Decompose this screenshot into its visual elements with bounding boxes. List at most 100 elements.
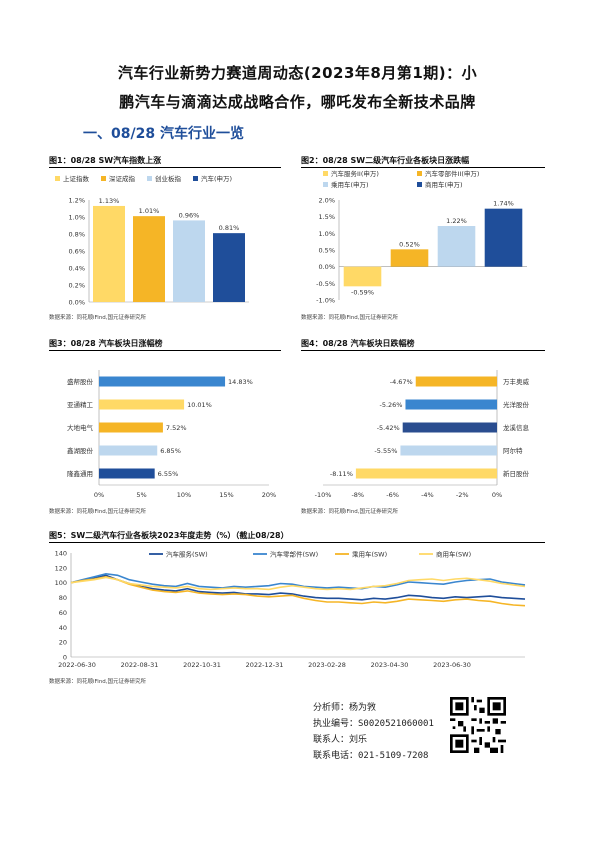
- data-label: -8.11%: [330, 470, 353, 478]
- bar: [99, 376, 226, 387]
- x-tick-label: -10%: [315, 491, 332, 499]
- fig2-title: 图2：08/28 SW二级汽车行业各板块日涨跌幅: [301, 156, 470, 165]
- data-label: -4.67%: [390, 378, 413, 386]
- contact-person: 联系人：刘乐: [313, 735, 368, 745]
- y-tick-label: 0.4%: [68, 265, 85, 273]
- x-tick-label: -4%: [421, 491, 434, 499]
- data-label: -5.26%: [379, 401, 402, 409]
- fig3-source: 数据来源：同花顺iFind,国元证券研究所: [49, 509, 147, 515]
- category-label: 龙溪信息: [503, 423, 530, 432]
- x-tick-label: -2%: [456, 491, 469, 499]
- y-tick-label: 0.2%: [68, 282, 85, 290]
- legend-swatch: [147, 176, 152, 181]
- data-label: 6.85%: [160, 447, 181, 455]
- series-line: [70, 572, 526, 590]
- bar: [484, 208, 523, 267]
- bar: [213, 233, 245, 302]
- category-label: 亚通精工: [67, 400, 94, 409]
- bar: [173, 220, 205, 302]
- fig5-title: 图5：SW二级汽车行业各板块2023年度走势（%）（截止08/28）: [49, 531, 289, 540]
- legend-label: 汽车服务II(申万): [331, 170, 379, 178]
- y-tick-label: 1.0%: [318, 230, 335, 238]
- category-label: 阿尔特: [503, 446, 523, 455]
- fig4-source: 数据来源：同花顺iFind,国元证券研究所: [301, 509, 399, 515]
- x-tick-label: 2022-08-31: [121, 661, 159, 669]
- legend-swatch: [55, 176, 60, 181]
- legend-swatch: [417, 171, 422, 176]
- legend-swatch: [323, 182, 328, 187]
- report-title-line2: 鹏汽车与滴滴达成战略合作，哪吒发布全新技术品牌: [119, 93, 476, 111]
- series-line: [70, 576, 526, 591]
- data-label: 10.01%: [187, 401, 212, 409]
- data-label: -5.55%: [374, 447, 397, 455]
- y-tick-label: 20: [59, 639, 67, 647]
- qr-code-icon: [450, 697, 506, 753]
- bar: [343, 266, 382, 287]
- x-tick-label: 0%: [492, 491, 502, 499]
- y-tick-label: 0.0%: [68, 299, 85, 307]
- x-tick-label: 15%: [219, 491, 233, 499]
- fig4-chart: -10% -8% -6% -4% -2% 0% -4.67% 万丰奥威 -5.26% 光洋股份 -5…: [315, 370, 530, 499]
- data-label: 0.52%: [399, 240, 420, 248]
- x-tick-label: 2022-12-31: [246, 661, 284, 669]
- legend-label: 汽车服务(SW): [166, 550, 208, 559]
- x-tick-label: 10%: [177, 491, 191, 499]
- y-tick-label: 100: [55, 579, 67, 587]
- y-tick-label: 0: [63, 654, 67, 662]
- x-tick-label: 20%: [262, 491, 276, 499]
- fig1-source: 数据来源：同花顺iFind,国元证券研究所: [49, 315, 147, 321]
- data-label: 6.55%: [158, 470, 179, 478]
- data-label: -5.42%: [377, 424, 400, 432]
- section-heading: 一、08/28 汽车行业一览: [83, 126, 244, 142]
- category-label: 鑫湖股份: [67, 446, 94, 455]
- legend-label: 深证成指: [109, 174, 136, 183]
- y-tick-label: 0.8%: [68, 231, 85, 239]
- category-label: 盛帮股份: [67, 377, 94, 386]
- report-title-line1: 汽车行业新势力赛道周动态(2023年8月第1期)：小: [117, 64, 478, 82]
- contact-phone: 联系电话：021-5109-7208: [313, 751, 429, 761]
- y-tick-label: 60: [59, 609, 67, 617]
- legend-label: 创业板指: [155, 174, 182, 183]
- legend-label: 汽车零部件II(申万): [425, 170, 479, 178]
- data-label: 1.01%: [139, 207, 160, 215]
- data-label: 0.81%: [219, 224, 240, 232]
- legend-swatch: [417, 182, 422, 187]
- category-label: 光洋股份: [503, 400, 530, 409]
- x-tick-label: 2022-06-30: [58, 661, 96, 669]
- x-tick-label: 2022-10-31: [183, 661, 221, 669]
- series-line: [70, 575, 526, 607]
- y-tick-label: -0.5%: [316, 280, 335, 288]
- legend-label: 商用车(申万): [425, 180, 463, 189]
- series-line: [70, 574, 526, 601]
- legend-swatch: [193, 176, 198, 181]
- x-tick-label: -6%: [386, 491, 399, 499]
- y-tick-label: 120: [55, 564, 67, 572]
- fig4-title: 图4：08/28 汽车板块日跌幅榜: [301, 339, 415, 348]
- x-tick-label: 0%: [94, 491, 104, 499]
- analyst-cert: 执业编号：S0020521060001: [313, 719, 434, 729]
- fig5-source: 数据来源：同花顺iFind,国元证券研究所: [49, 679, 147, 685]
- fig3-rule: [49, 350, 281, 351]
- y-tick-label: 1.2%: [68, 197, 85, 205]
- legend-label: 乘用车(申万): [331, 180, 369, 189]
- fig3-chart: 0% 5% 10% 15% 20% 14.83% 盛帮股份 10.01% 亚通精工 7.52% 大地…: [67, 370, 276, 499]
- bar: [133, 216, 165, 302]
- data-label: 7.52%: [166, 424, 187, 432]
- legend-label: 汽车(申万): [201, 174, 232, 183]
- legend-label: 商用车(SW): [436, 550, 471, 559]
- bar: [93, 205, 125, 302]
- data-label: 1.22%: [446, 217, 467, 225]
- bar: [99, 422, 163, 433]
- fig2-chart: 汽车服务II(申万) 汽车零部件II(申万) 乘用车(申万) 商用车(申万) -1.0%…: [316, 170, 527, 305]
- y-tick-label: 40: [59, 624, 67, 632]
- x-tick-label: 2023-04-30: [371, 661, 409, 669]
- y-tick-label: 80: [59, 594, 67, 602]
- bar: [437, 226, 476, 267]
- fig1-rule: [49, 167, 281, 168]
- legend-swatch: [101, 176, 106, 181]
- legend-label: 乘用车(SW): [352, 550, 387, 559]
- fig2-rule: [301, 167, 545, 168]
- data-label: 1.13%: [99, 197, 120, 205]
- bar: [355, 468, 497, 479]
- bar: [400, 445, 497, 456]
